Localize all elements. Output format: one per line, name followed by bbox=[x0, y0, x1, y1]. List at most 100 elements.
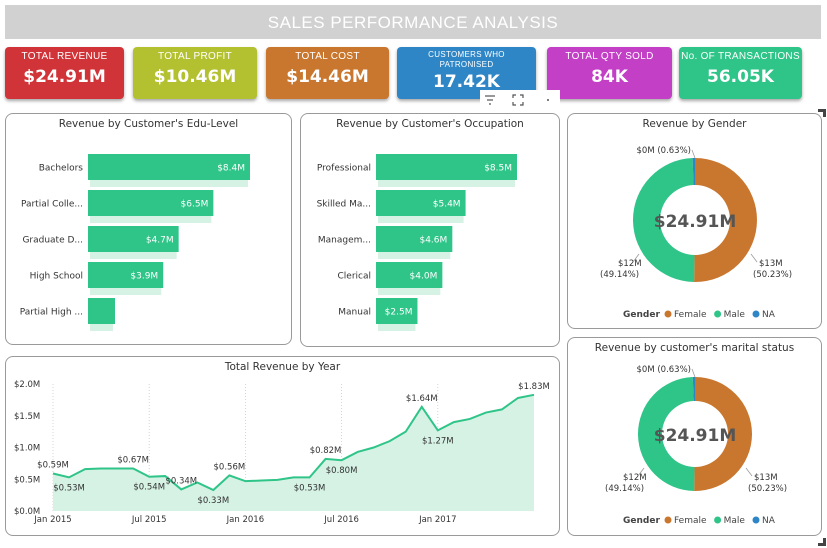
donut-slice bbox=[632, 158, 695, 282]
x-tick-label: Jan 2016 bbox=[226, 515, 264, 525]
legend-marker bbox=[664, 516, 672, 524]
bar-shadow bbox=[90, 180, 248, 187]
data-label: $1.27M bbox=[422, 436, 454, 446]
leader-line bbox=[750, 253, 758, 263]
donut-center-label: $24.91M bbox=[654, 212, 737, 232]
more-options-icon[interactable] bbox=[538, 90, 558, 110]
bar-category-label: Partial High ... bbox=[20, 308, 83, 318]
edu-level-chart-panel[interactable]: Revenue by Customer's Edu-Level Bachelor… bbox=[5, 113, 292, 345]
bar-category-label: Managem... bbox=[318, 236, 371, 246]
legend-marker bbox=[714, 310, 722, 318]
legend-item: NA bbox=[762, 516, 776, 526]
kpi-label: TOTAL REVENUE bbox=[21, 51, 108, 62]
area-fill bbox=[53, 394, 534, 511]
selection-handle[interactable] bbox=[818, 109, 826, 112]
legend-item: NA bbox=[762, 310, 776, 320]
slice-label: $0M (0.63%) bbox=[637, 365, 692, 375]
kpi-value: $10.46M bbox=[153, 67, 237, 87]
bar-data-label: $5.4M bbox=[433, 200, 461, 210]
leader-line bbox=[691, 368, 696, 378]
y-tick-label: $0.0M bbox=[14, 507, 40, 517]
bar-shadow bbox=[378, 252, 451, 259]
selection-handle[interactable] bbox=[823, 109, 826, 117]
legend-item: Male bbox=[724, 310, 746, 320]
legend-marker bbox=[752, 516, 760, 524]
bar-category-label: Skilled Ma... bbox=[317, 200, 371, 210]
slice-label: (50.23%) bbox=[753, 270, 792, 280]
donut-slice bbox=[694, 377, 752, 491]
data-label: $0.56M bbox=[214, 462, 246, 472]
revenue-by-year-chart-panel[interactable]: Total Revenue by Year $0.0M $0.5M $1.0M $1.… bbox=[5, 356, 560, 536]
data-label: $1.83M bbox=[518, 382, 550, 392]
legend-marker bbox=[752, 310, 760, 318]
visual-toolbar bbox=[480, 90, 560, 112]
x-tick-label: Jul 2016 bbox=[323, 515, 359, 525]
bar bbox=[376, 262, 443, 288]
data-label: $0.67M bbox=[117, 455, 149, 465]
bar-shadow bbox=[90, 216, 212, 223]
data-label: $1.64M bbox=[406, 394, 438, 404]
bar-category-label: High School bbox=[30, 272, 83, 282]
leader-line bbox=[637, 467, 645, 477]
kpi-value: 56.05K bbox=[707, 67, 774, 87]
bar-category-label: Partial Colle... bbox=[21, 200, 83, 210]
slice-label: $13M bbox=[754, 473, 778, 483]
selection-handle[interactable] bbox=[818, 543, 826, 546]
donut-slice bbox=[692, 158, 695, 186]
kpi-card-customers[interactable]: CUSTOMERS WHO PATRONISED 17.42K bbox=[397, 47, 536, 99]
bar-shadow bbox=[90, 324, 113, 331]
filter-icon[interactable] bbox=[480, 90, 500, 110]
occupation-bar-chart: Professional $8.5M Skilled Ma... $5.4M Manag… bbox=[317, 154, 517, 331]
bar-data-label: $4.6M bbox=[419, 236, 447, 246]
kpi-label: TOTAL COST bbox=[295, 51, 360, 62]
y-tick-label: $2.0M bbox=[14, 380, 40, 390]
bar bbox=[376, 226, 453, 252]
kpi-value: 84K bbox=[591, 67, 628, 87]
chart-title: Total Revenue by Year bbox=[224, 361, 341, 373]
bar-shadow bbox=[378, 288, 441, 295]
chart-title: Revenue by Customer's Edu-Level bbox=[58, 118, 239, 130]
kpi-card-total-profit[interactable]: TOTAL PROFIT $10.46M bbox=[133, 47, 257, 99]
occupation-chart-panel[interactable]: Revenue by Customer's Occupation Profess… bbox=[300, 113, 560, 347]
bar bbox=[88, 190, 214, 216]
kpi-card-total-revenue[interactable]: TOTAL REVENUE $24.91M bbox=[5, 47, 124, 99]
kpi-card-total-cost[interactable]: TOTAL COST $14.46M bbox=[266, 47, 389, 99]
slice-label: (49.14%) bbox=[600, 270, 639, 280]
marital-status-chart-panel[interactable]: Revenue by customer's marital status $24… bbox=[567, 337, 822, 536]
donut-slice bbox=[637, 377, 695, 491]
slice-label: $12M bbox=[618, 259, 642, 269]
edu-level-bar-chart: Bachelors $8.4M Partial Colle... $6.5M Gradu… bbox=[20, 154, 250, 331]
x-tick-label: Jul 2015 bbox=[131, 515, 167, 525]
chart-title: Revenue by customer's marital status bbox=[594, 342, 795, 354]
kpi-card-transactions[interactable]: No. OF TRANSACTIONS 56.05K bbox=[679, 47, 802, 99]
bar bbox=[88, 298, 115, 324]
bar-category-label: Graduate D... bbox=[22, 236, 83, 246]
data-label: $0.53M bbox=[294, 483, 326, 493]
kpi-label: TOTAL PROFIT bbox=[158, 51, 232, 62]
data-label: $0.82M bbox=[310, 446, 342, 456]
bar bbox=[88, 154, 250, 180]
data-label: $0.80M bbox=[326, 466, 358, 476]
legend-item: Female bbox=[674, 516, 707, 526]
selection-handle[interactable] bbox=[823, 538, 826, 546]
data-label: $0.59M bbox=[37, 461, 69, 471]
kpi-value: 17.42K bbox=[433, 72, 500, 92]
bar-category-label: Bachelors bbox=[39, 164, 84, 174]
bar-data-label: $4.7M bbox=[146, 236, 174, 246]
bar bbox=[88, 226, 179, 252]
gender-chart-panel[interactable]: Revenue by Gender $24.91M $13M (50.23%) $12… bbox=[567, 113, 822, 329]
data-label: $0.53M bbox=[53, 483, 85, 493]
kpi-value: $14.46M bbox=[286, 67, 369, 87]
bar-data-label: $4.0M bbox=[410, 272, 438, 282]
donut-slice bbox=[694, 158, 757, 282]
legend-title: Gender bbox=[623, 310, 660, 320]
focus-mode-icon[interactable] bbox=[508, 90, 528, 110]
data-label: $0.34M bbox=[165, 476, 197, 486]
bar bbox=[376, 298, 418, 324]
y-tick-label: $1.5M bbox=[14, 412, 40, 422]
kpi-label: No. OF TRANSACTIONS bbox=[681, 51, 800, 62]
revenue-by-year-area-chart: $0.0M $0.5M $1.0M $1.5M $2.0M Jan 2015 Jul 201… bbox=[14, 380, 550, 525]
kpi-card-total-qty[interactable]: TOTAL QTY SOLD 84K bbox=[547, 47, 672, 99]
slice-label: (49.14%) bbox=[605, 484, 644, 494]
